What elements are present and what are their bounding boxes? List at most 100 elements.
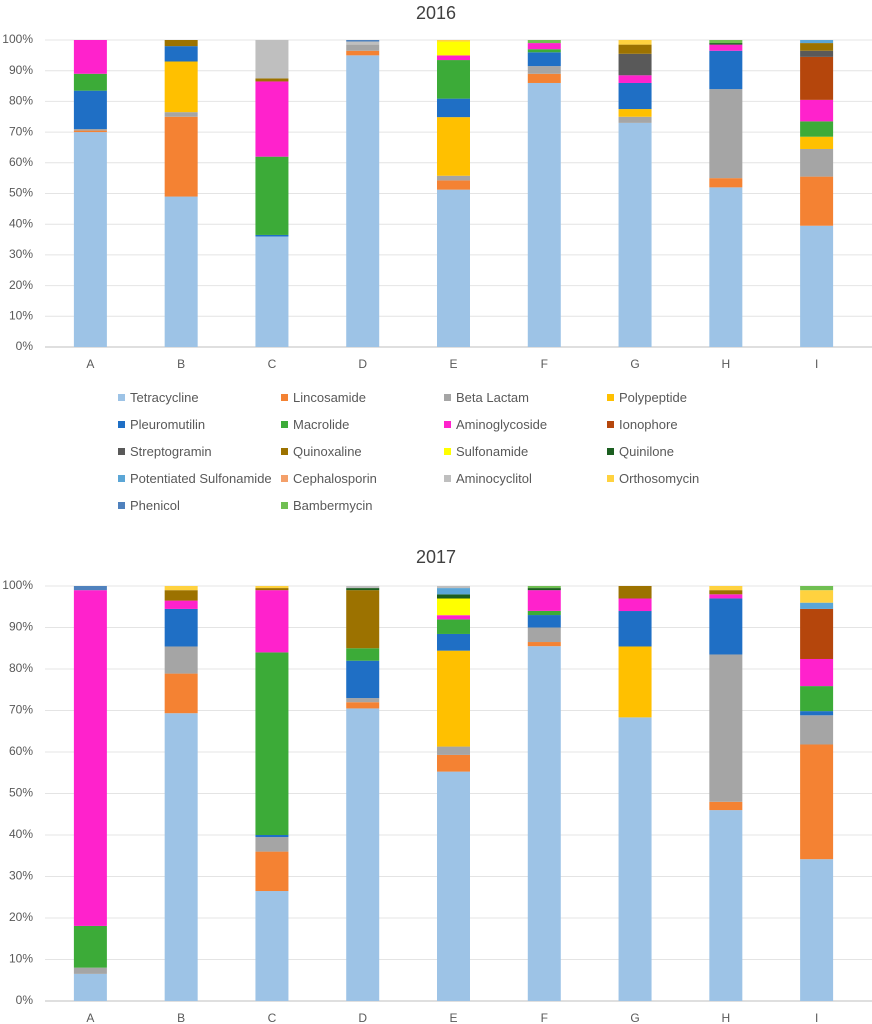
bar-segment <box>618 586 652 599</box>
bar-segment <box>346 55 380 347</box>
legend-swatch <box>118 474 125 482</box>
legend-item: Quinoxaline <box>281 442 362 460</box>
x-tick-label: B <box>177 1011 185 1024</box>
bar-segment <box>527 588 561 591</box>
bar-segment <box>527 43 561 50</box>
bar-segment <box>164 46 198 62</box>
x-tick-label: H <box>721 1011 730 1024</box>
bar-segment <box>618 75 652 83</box>
bar-segment <box>437 754 470 772</box>
legend-label: Phenicol <box>130 497 180 513</box>
bar-segment <box>437 615 470 620</box>
bar-segment <box>255 586 289 589</box>
bar-segment <box>800 225 834 347</box>
bar-segment <box>709 50 743 90</box>
bar-segment <box>164 646 198 674</box>
bar-segment <box>709 801 743 811</box>
bar-segment <box>73 90 107 130</box>
legend-label: Orthosomycin <box>619 470 700 486</box>
legend-swatch <box>281 474 288 482</box>
bar-segment <box>618 717 652 1001</box>
bar-segment <box>618 646 652 718</box>
bar-segment <box>255 588 289 591</box>
bar-segment <box>437 189 470 347</box>
x-tick-label: B <box>177 357 185 371</box>
bar-segment <box>437 594 470 599</box>
y-tick-label: 40% <box>9 827 33 841</box>
bar-segment <box>800 711 834 716</box>
bar-segment <box>709 590 743 595</box>
bar-segment <box>618 82 652 110</box>
y-tick-label: 40% <box>9 216 33 230</box>
legend-swatch <box>281 393 288 401</box>
bar-segment <box>437 598 470 616</box>
bar-segment <box>800 56 834 100</box>
legend-item: Tetracycline <box>118 388 199 406</box>
y-tick-label: 90% <box>9 63 33 77</box>
x-tick-label: E <box>449 357 457 371</box>
bar-segment <box>527 40 561 44</box>
bar-segment <box>527 627 561 643</box>
legend-label: Potentiated Sulfonamide <box>130 470 272 486</box>
bar-segment <box>437 619 470 634</box>
bar-segment <box>346 660 380 699</box>
legend-label: Streptogramin <box>130 443 212 459</box>
bar-segment <box>618 40 652 45</box>
legend-item: Polypeptide <box>607 388 687 406</box>
y-tick-label: 90% <box>9 620 33 634</box>
bar-segment <box>164 600 198 609</box>
legend-swatch <box>118 501 125 509</box>
bar-segment <box>527 66 561 74</box>
bar-segment <box>800 99 834 122</box>
bar-segment <box>164 586 198 591</box>
bar-segment <box>709 44 743 51</box>
bar-segment <box>73 40 107 74</box>
legend-swatch <box>281 501 288 509</box>
bar-segment <box>346 586 380 589</box>
bar-segment <box>73 590 107 926</box>
bar-segment <box>618 598 652 612</box>
chart-title: 2016 <box>416 3 456 23</box>
bar-segment <box>437 650 470 747</box>
x-tick-label: G <box>630 357 639 371</box>
legend-item: Pleuromutilin <box>118 415 205 433</box>
bar-segment <box>800 658 834 687</box>
bar-segment <box>437 746 470 755</box>
y-tick-label: 100% <box>2 578 33 592</box>
legend-swatch <box>118 420 125 428</box>
bar-segment <box>164 112 198 117</box>
bar-segment <box>618 109 652 117</box>
y-tick-label: 20% <box>9 910 33 924</box>
y-tick-label: 10% <box>9 952 33 966</box>
x-tick-label: D <box>358 357 367 371</box>
legend-label: Quinilone <box>619 443 674 459</box>
legend-swatch <box>444 393 451 401</box>
legend-label: Ionophore <box>619 416 678 432</box>
y-tick-label: 50% <box>9 186 33 200</box>
legend-swatch <box>444 447 451 455</box>
bar-segment <box>255 851 289 892</box>
bar-segment <box>346 698 380 703</box>
bar-segment <box>527 590 561 611</box>
bar-segment <box>437 633 470 651</box>
legend-item: Macrolide <box>281 415 349 433</box>
x-tick-label: H <box>721 357 730 371</box>
bar-segment <box>164 608 198 647</box>
bar-segment <box>800 744 834 860</box>
bar-segment <box>527 615 561 628</box>
bar-segment <box>800 590 834 603</box>
bar-segment <box>618 122 652 347</box>
bar-segment <box>800 859 834 1001</box>
bar-segment <box>527 586 561 589</box>
bar-segment <box>164 116 198 197</box>
bar-segment <box>800 686 834 712</box>
bar-segment <box>709 654 743 802</box>
legend-swatch <box>281 447 288 455</box>
bar-segment <box>255 40 289 79</box>
bar-segment <box>73 132 107 347</box>
y-tick-label: 10% <box>9 308 33 322</box>
bar-segment <box>255 652 289 835</box>
bar-segment <box>709 598 743 655</box>
bar-segment <box>437 180 470 190</box>
